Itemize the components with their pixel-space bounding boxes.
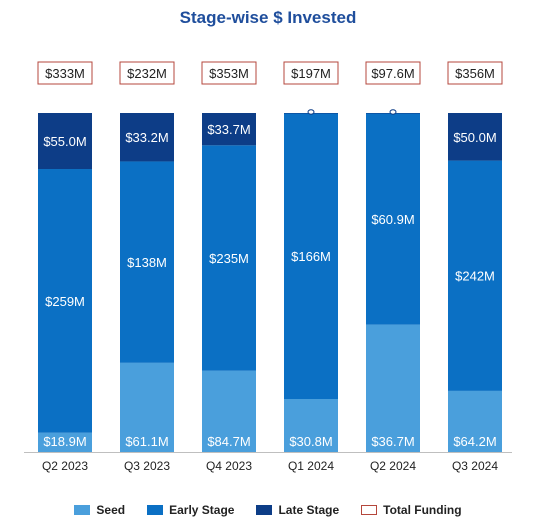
legend-label-late-stage: Late Stage (278, 503, 340, 517)
legend-swatch-late-stage (256, 505, 273, 515)
label-seed-q3-2024: $64.2M (453, 434, 496, 449)
legend-label-seed: Seed (96, 503, 126, 517)
late-stage-marker-q2-2024 (389, 109, 397, 115)
total-funding-label-q2-2024: $97.6M (371, 66, 414, 81)
x-tick-label-q4-2023: Q4 2023 (206, 459, 252, 473)
x-tick-label-q2-2023: Q2 2023 (42, 459, 88, 473)
label-early-stage-q2-2023: $259M (45, 294, 85, 309)
label-late-stage-q4-2023: $33.7M (207, 122, 250, 137)
bar-seed-q2-2024 (366, 324, 420, 452)
late-stage-marker-q1-2024 (307, 109, 315, 115)
total-funding-box-q1-2024 (283, 61, 339, 85)
total-funding-label-q1-2024: $197M (291, 66, 331, 81)
total-funding-label-q3-2024: $356M (455, 66, 495, 81)
bar-seed-q1-2024 (284, 398, 338, 452)
legend: Seed Early Stage Late Stage Total Fundin… (0, 503, 536, 517)
bar-early-stage-q1-2024 (284, 113, 338, 399)
bar-early-stage-q2-2023 (38, 169, 92, 433)
bar-early-stage-q3-2023 (120, 161, 174, 363)
bar-seed-q3-2024 (448, 390, 502, 452)
legend-item-late-stage: Late Stage (256, 503, 339, 517)
label-seed-q2-2024: $36.7M (371, 434, 414, 449)
bar-early-stage-q3-2024 (448, 160, 502, 391)
x-tick-label-q1-2024: Q1 2024 (288, 459, 334, 473)
total-funding-box-q3-2023 (119, 61, 175, 85)
total-funding-label-q2-2023: $333M (45, 66, 85, 81)
total-funding-box-q3-2024 (447, 61, 503, 85)
bar-early-stage-q2-2024 (366, 113, 420, 325)
label-seed-q2-2023: $18.9M (43, 434, 86, 449)
legend-label-total-funding: Total Funding (383, 503, 462, 517)
label-late-stage-q3-2024: $50.0M (453, 130, 496, 145)
label-late-stage-q2-2023: $55.0M (43, 134, 86, 149)
legend-swatch-seed (74, 505, 91, 515)
label-early-stage-q4-2023: $235M (209, 251, 249, 266)
bar-seed-q3-2023 (120, 362, 174, 452)
total-funding-box-q2-2024 (365, 61, 421, 85)
bar-late-stage-q3-2023 (120, 113, 174, 162)
bar-early-stage-q4-2023 (202, 145, 256, 371)
bar-seed-q2-2023 (38, 432, 92, 452)
label-early-stage-q3-2024: $242M (455, 269, 495, 284)
label-seed-q3-2023: $61.1M (125, 434, 168, 449)
label-early-stage-q2-2024: $60.9M (371, 212, 414, 227)
legend-swatch-early-stage (147, 505, 164, 515)
legend-item-seed: Seed (74, 503, 125, 517)
label-seed-q4-2023: $84.7M (207, 434, 250, 449)
label-late-stage-q3-2023: $33.2M (125, 130, 168, 145)
total-funding-box-q4-2023 (201, 61, 257, 85)
label-early-stage-q1-2024: $166M (291, 249, 331, 264)
bar-late-stage-q3-2024 (448, 113, 502, 161)
legend-item-total-funding: Total Funding (361, 503, 462, 517)
bar-late-stage-q2-2023 (38, 113, 92, 170)
label-early-stage-q3-2023: $138M (127, 255, 167, 270)
total-funding-label-q3-2023: $232M (127, 66, 167, 81)
legend-label-early-stage: Early Stage (169, 503, 235, 517)
legend-item-early-stage: Early Stage (147, 503, 234, 517)
x-tick-label-q3-2024: Q3 2024 (452, 459, 498, 473)
legend-swatch-total-funding (361, 505, 378, 515)
bar-seed-q4-2023 (202, 370, 256, 452)
chart-title: Stage-wise $ Invested (179, 8, 357, 27)
bar-late-stage-q4-2023 (202, 113, 256, 146)
total-funding-label-q4-2023: $353M (209, 66, 249, 81)
x-tick-label-q2-2024: Q2 2024 (370, 459, 416, 473)
total-funding-box-q2-2023 (37, 61, 93, 85)
x-tick-label-q3-2023: Q3 2023 (124, 459, 170, 473)
label-seed-q1-2024: $30.8M (289, 434, 332, 449)
stacked-bar-chart: $18.9M $259M $55.0M $333M Q2 2023 $61.1M $138M… (24, 61, 512, 473)
